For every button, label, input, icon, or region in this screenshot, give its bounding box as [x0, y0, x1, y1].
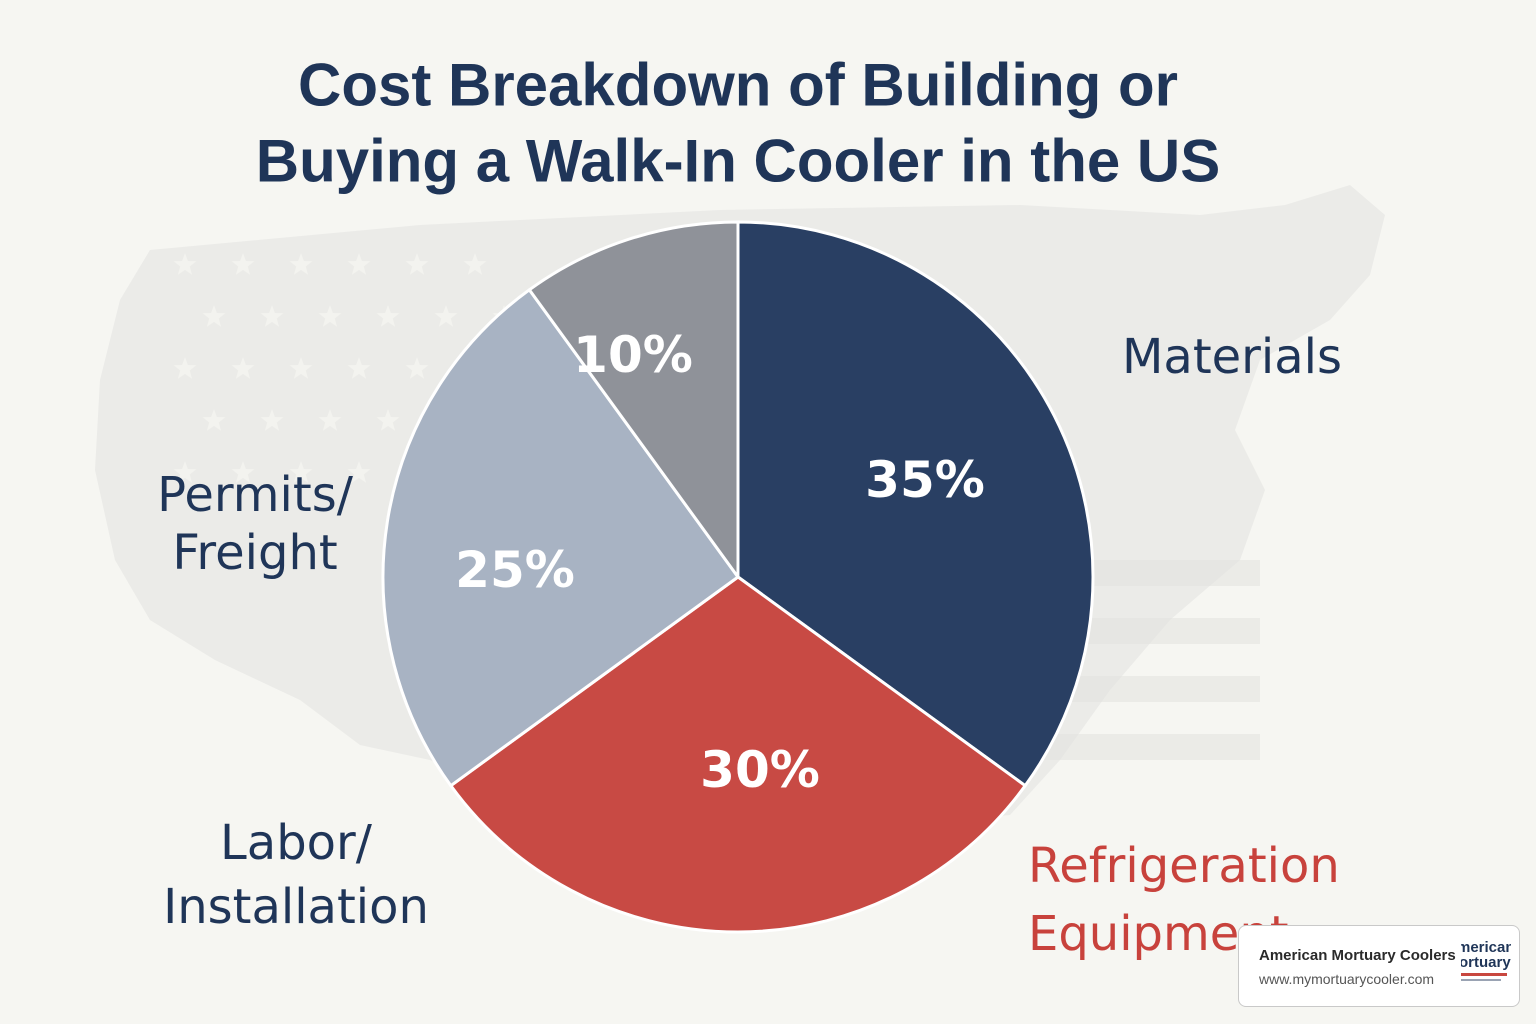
category-label: Freight — [172, 525, 337, 581]
company-logo: merican ortuary — [1461, 940, 1511, 992]
pie-slice-materials — [736, 220, 1095, 788]
category-label: Refrigeration — [1028, 838, 1340, 894]
logo-text-line-1: merican — [1461, 940, 1511, 956]
pie-slice-labor-installation — [381, 288, 740, 788]
map-star — [231, 253, 255, 275]
category-labels: MaterialsRefrigerationEquipmentLabor/Ins… — [157, 329, 1342, 962]
map-star — [318, 409, 342, 431]
chart-title-line: Cost Breakdown of Building or — [298, 52, 1178, 119]
map-star — [376, 409, 400, 431]
category-label: Labor/ — [220, 815, 373, 871]
map-star — [231, 357, 255, 379]
category-label: Materials — [1122, 329, 1342, 385]
map-star — [289, 357, 313, 379]
map-star — [202, 409, 226, 431]
map-star — [347, 461, 371, 483]
category-label: Permits/ — [157, 467, 354, 523]
logo-stripe — [1461, 979, 1501, 981]
watermark-url: www.mymortuarycooler.com — [1259, 971, 1435, 987]
watermark-company-name: American Mortuary Coolers — [1259, 947, 1456, 964]
map-star — [173, 357, 197, 379]
map-star — [260, 305, 284, 327]
logo-stripe — [1461, 973, 1507, 976]
map-star — [405, 253, 429, 275]
map-star — [318, 305, 342, 327]
slice-value-label: 10% — [573, 326, 693, 384]
slice-value-label: 35% — [865, 451, 985, 509]
map-star — [231, 461, 255, 483]
chart-title: Cost Breakdown of Building or Buying a Wa… — [256, 52, 1221, 195]
pie-slice-refrigeration-equipment — [449, 575, 1027, 934]
map-star — [260, 409, 284, 431]
map-star — [405, 357, 429, 379]
slice-value-labels: 35% 30% 25% 10% — [455, 326, 985, 799]
slice-value-label: 25% — [455, 541, 575, 599]
map-star — [376, 305, 400, 327]
map-star — [347, 253, 371, 275]
map-star — [289, 461, 313, 483]
watermark-badge: American Mortuary Coolers www.mymortuary… — [1238, 925, 1520, 1007]
map-star — [434, 305, 458, 327]
map-star — [289, 253, 313, 275]
pie-slice-permits-freight — [527, 220, 740, 579]
logo-text-line-2: ortuary — [1461, 954, 1511, 971]
map-star — [463, 253, 487, 275]
pie-slices — [381, 220, 1095, 934]
map-star — [173, 461, 197, 483]
category-label: Installation — [163, 879, 429, 935]
map-star — [347, 357, 371, 379]
map-star — [202, 305, 226, 327]
chart-title-line: Buying a Walk-In Cooler in the US — [256, 128, 1221, 195]
map-star — [173, 253, 197, 275]
slice-value-label: 30% — [700, 741, 820, 799]
